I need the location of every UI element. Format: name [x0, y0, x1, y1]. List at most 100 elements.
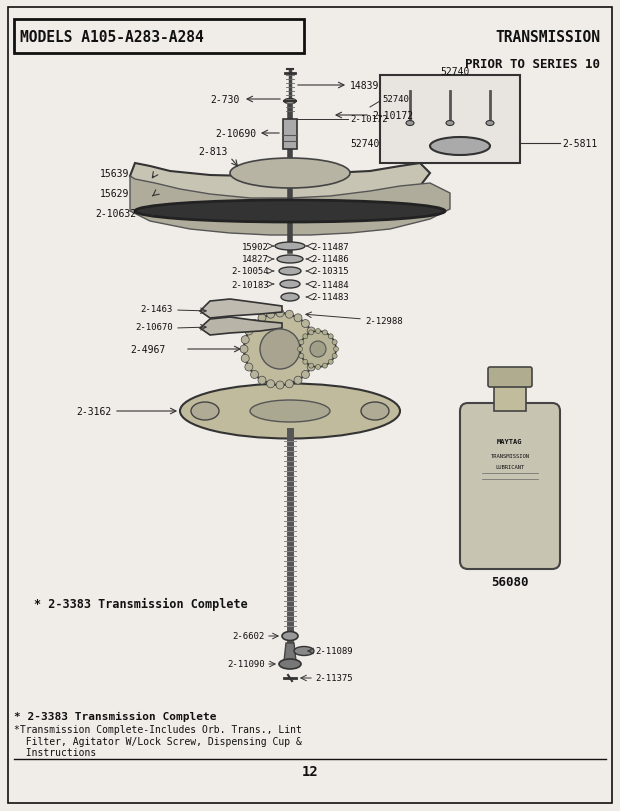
- Ellipse shape: [361, 402, 389, 420]
- Text: TRANSMISSION: TRANSMISSION: [490, 454, 529, 459]
- Text: 2-10054: 2-10054: [231, 267, 269, 277]
- Circle shape: [316, 329, 321, 334]
- Ellipse shape: [294, 646, 314, 655]
- Circle shape: [258, 377, 266, 384]
- Text: 52740: 52740: [440, 67, 469, 77]
- Ellipse shape: [406, 122, 414, 127]
- Ellipse shape: [430, 138, 490, 156]
- Text: 2-6602: 2-6602: [232, 632, 265, 641]
- Polygon shape: [284, 643, 296, 661]
- Ellipse shape: [230, 159, 350, 189]
- Circle shape: [322, 330, 327, 336]
- Circle shape: [334, 347, 339, 352]
- Text: 2-11090: 2-11090: [228, 659, 265, 669]
- Text: MAYTAG: MAYTAG: [497, 439, 523, 444]
- Text: 15639: 15639: [100, 169, 130, 178]
- Ellipse shape: [135, 201, 445, 223]
- Text: 2-5811: 2-5811: [562, 139, 597, 148]
- Ellipse shape: [282, 632, 298, 641]
- Circle shape: [267, 311, 275, 319]
- Circle shape: [303, 360, 308, 365]
- Circle shape: [267, 380, 275, 388]
- Circle shape: [307, 328, 315, 336]
- Text: LUBRICANT: LUBRICANT: [495, 465, 525, 470]
- FancyBboxPatch shape: [488, 367, 532, 388]
- Text: 2-12988: 2-12988: [365, 316, 402, 325]
- Text: 14827: 14827: [242, 255, 269, 264]
- Text: 56080: 56080: [491, 575, 529, 588]
- Text: 2-11483: 2-11483: [311, 293, 348, 303]
- Circle shape: [240, 345, 248, 354]
- Circle shape: [309, 330, 314, 336]
- Circle shape: [332, 340, 337, 345]
- Circle shape: [244, 314, 316, 385]
- Circle shape: [260, 329, 300, 370]
- Circle shape: [332, 354, 337, 359]
- Circle shape: [299, 354, 304, 359]
- Text: 2-10690: 2-10690: [215, 129, 256, 139]
- Circle shape: [311, 355, 319, 363]
- Text: 2-10315: 2-10315: [311, 267, 348, 277]
- Ellipse shape: [250, 401, 330, 423]
- Text: MODELS A105-A283-A284: MODELS A105-A283-A284: [20, 29, 204, 45]
- Circle shape: [285, 311, 293, 319]
- Text: 2-11089: 2-11089: [315, 646, 353, 655]
- Circle shape: [245, 363, 253, 371]
- Circle shape: [294, 315, 302, 323]
- Text: 2-4967: 2-4967: [130, 345, 166, 354]
- Text: PRIOR TO SERIES 10: PRIOR TO SERIES 10: [465, 58, 600, 71]
- Text: 15629: 15629: [100, 189, 130, 199]
- Circle shape: [311, 337, 319, 344]
- Circle shape: [328, 334, 333, 339]
- Ellipse shape: [486, 122, 494, 127]
- Circle shape: [241, 337, 249, 344]
- Circle shape: [276, 381, 284, 389]
- Circle shape: [298, 347, 303, 352]
- Text: 2-11487: 2-11487: [311, 242, 348, 251]
- Text: 2-10632: 2-10632: [95, 208, 136, 219]
- Circle shape: [299, 340, 304, 345]
- Bar: [283, 120, 297, 150]
- Text: 52740: 52740: [351, 139, 380, 148]
- Circle shape: [316, 365, 321, 370]
- Text: * 2-3383 Transmission Complete: * 2-3383 Transmission Complete: [14, 711, 216, 721]
- Circle shape: [250, 371, 259, 379]
- Circle shape: [309, 363, 314, 369]
- Circle shape: [294, 377, 302, 384]
- Text: 2-813: 2-813: [198, 147, 228, 157]
- Text: 15902: 15902: [242, 242, 269, 251]
- Circle shape: [328, 360, 333, 365]
- Polygon shape: [200, 318, 282, 336]
- Circle shape: [301, 371, 309, 379]
- Text: TRANSMISSION: TRANSMISSION: [495, 29, 600, 45]
- Circle shape: [276, 310, 284, 318]
- Ellipse shape: [279, 268, 301, 276]
- Ellipse shape: [280, 281, 300, 289]
- Text: 2-10172: 2-10172: [350, 115, 388, 124]
- Ellipse shape: [279, 659, 301, 669]
- Text: 2-11486: 2-11486: [311, 255, 348, 264]
- Ellipse shape: [284, 100, 296, 105]
- Text: 2-3162: 2-3162: [77, 406, 112, 417]
- Circle shape: [310, 341, 326, 358]
- Text: *Transmission Complete-Includes Orb. Trans., Lint
  Filter, Agitator W/Lock Scre: *Transmission Complete-Includes Orb. Tra…: [14, 724, 302, 757]
- Circle shape: [312, 345, 320, 354]
- Bar: [494, 384, 526, 411]
- Circle shape: [300, 332, 336, 367]
- Ellipse shape: [275, 242, 305, 251]
- FancyBboxPatch shape: [14, 20, 304, 54]
- Polygon shape: [130, 177, 450, 236]
- Circle shape: [241, 355, 249, 363]
- Ellipse shape: [446, 122, 454, 127]
- Circle shape: [307, 363, 315, 371]
- Ellipse shape: [277, 255, 303, 264]
- Text: 2-730: 2-730: [211, 95, 240, 105]
- Text: 2-1463: 2-1463: [141, 305, 173, 314]
- Text: 2-10670: 2-10670: [135, 323, 173, 332]
- Polygon shape: [200, 299, 282, 319]
- Ellipse shape: [191, 402, 219, 420]
- Text: 14839: 14839: [350, 81, 379, 91]
- Bar: [380, 76, 520, 164]
- Text: 2-10172: 2-10172: [372, 111, 413, 121]
- Circle shape: [303, 334, 308, 339]
